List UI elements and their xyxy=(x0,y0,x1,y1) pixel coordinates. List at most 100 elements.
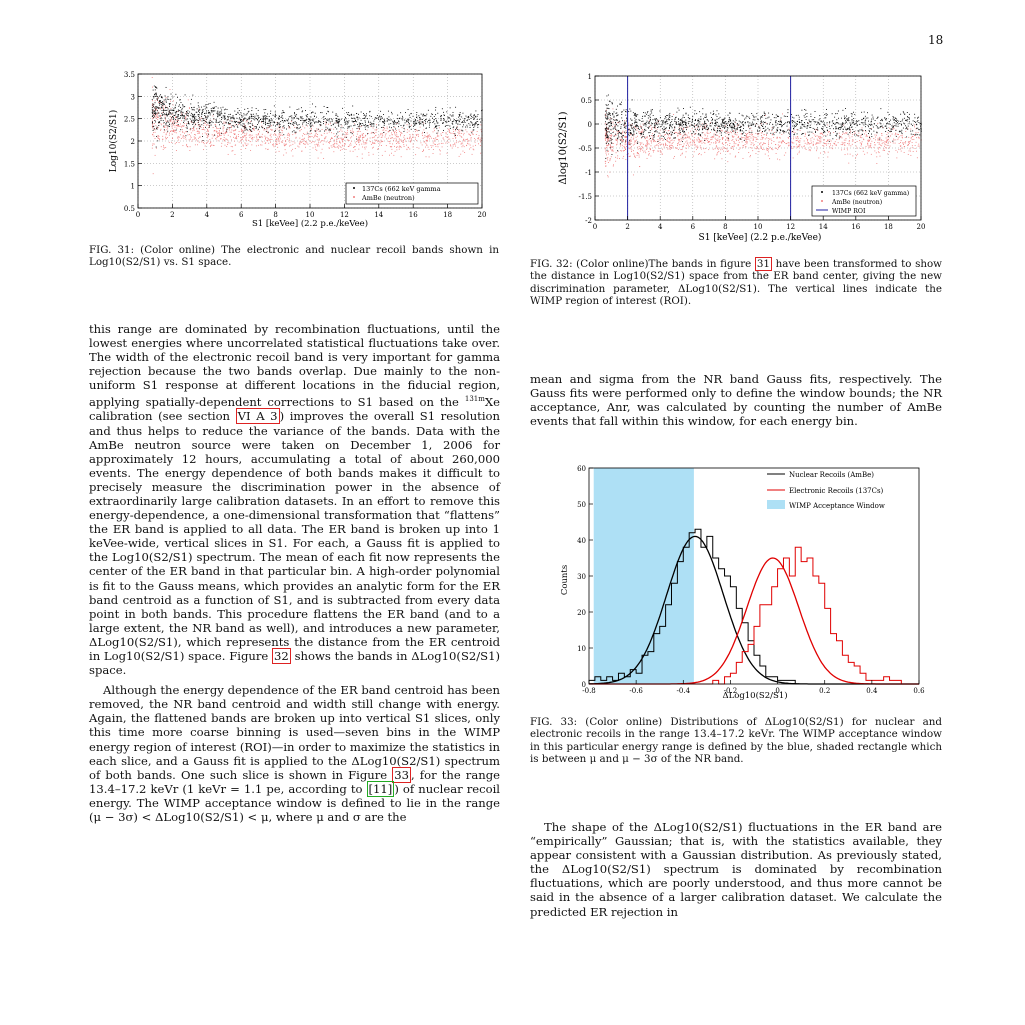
fig31-point xyxy=(359,139,361,141)
fig32-point xyxy=(910,137,912,139)
fig31-point xyxy=(439,153,441,155)
fig31-point xyxy=(276,144,278,145)
fig31-point xyxy=(355,120,356,122)
fig31-point xyxy=(283,154,285,156)
fig32-point xyxy=(619,138,621,140)
fig31-point xyxy=(328,131,330,133)
fig31-point xyxy=(163,102,165,104)
fig31-point xyxy=(188,115,189,117)
fig32-point xyxy=(810,127,812,128)
fig31-point xyxy=(406,131,408,133)
fig32-point xyxy=(747,133,749,134)
fig31-point xyxy=(274,122,275,124)
fig31-point xyxy=(414,131,416,133)
fig32-point xyxy=(766,137,768,139)
fig32-point xyxy=(880,120,882,121)
fig32-point xyxy=(713,130,715,131)
fig31-scatter-chart: 0 2 4 6 8 10 12 14 16 18 200.511.522.533.5 137Cs (… xyxy=(108,71,486,229)
fig31-point xyxy=(191,140,193,142)
fig32-point xyxy=(795,136,797,138)
fig31-point xyxy=(437,122,439,124)
fig31-point xyxy=(358,142,360,143)
fig31-point xyxy=(365,115,367,117)
fig32-point xyxy=(691,119,693,121)
fig31-point xyxy=(416,147,418,148)
fig31-point xyxy=(260,121,262,123)
fig32-point xyxy=(847,128,849,130)
fig32-point xyxy=(691,134,693,135)
fig32-point xyxy=(714,148,716,150)
fig32-point xyxy=(849,153,851,155)
fig31-point xyxy=(156,135,158,137)
fig31-point xyxy=(250,141,252,143)
fig32-point xyxy=(894,125,896,127)
fig32-point xyxy=(798,150,800,152)
fig32-point xyxy=(715,139,717,140)
fig32-point xyxy=(636,139,638,141)
fig32-point xyxy=(624,141,626,143)
fig31-point xyxy=(333,143,335,145)
fig32-point xyxy=(899,141,901,143)
fig32-point xyxy=(652,137,653,139)
fig31-point xyxy=(384,134,386,136)
fig31-point xyxy=(401,115,403,117)
fig32-point xyxy=(867,124,869,126)
fig31-point xyxy=(288,125,289,127)
fig31-point xyxy=(231,121,233,123)
fig32-point xyxy=(744,135,746,136)
fig31-point xyxy=(233,126,235,128)
fig31-point xyxy=(190,114,192,116)
fig32-point xyxy=(871,124,873,126)
fig31-point xyxy=(477,121,479,122)
fig31-point xyxy=(251,138,253,140)
fig31-point xyxy=(397,114,399,116)
fig32-point xyxy=(721,158,723,160)
fig32-point xyxy=(796,145,798,147)
fig32-point xyxy=(688,146,690,147)
fig32-point xyxy=(865,131,867,133)
fig32-point xyxy=(767,155,769,157)
fig31-point xyxy=(219,124,220,126)
fig31-point xyxy=(199,125,201,127)
fig31-point xyxy=(314,121,316,123)
fig32-point xyxy=(636,152,638,154)
fig32-point xyxy=(697,119,699,121)
fig31-point xyxy=(339,137,341,139)
fig32-point xyxy=(810,140,812,142)
fig31-point xyxy=(455,137,457,139)
fig31-point xyxy=(175,102,177,104)
fig31-point xyxy=(359,139,361,141)
fig31-point xyxy=(240,137,241,139)
fig31-point xyxy=(156,95,158,97)
fig32-point xyxy=(725,147,727,149)
fig32-point xyxy=(731,122,733,124)
fig32-point xyxy=(662,139,664,141)
fig31-point xyxy=(153,95,155,97)
fig32-point xyxy=(836,119,838,121)
fig31-point xyxy=(348,127,350,129)
fig32-point xyxy=(764,143,766,144)
fig31-point xyxy=(166,120,168,122)
fig31-point xyxy=(156,106,158,108)
fig32-point xyxy=(887,143,889,145)
fig31-point xyxy=(351,120,353,122)
fig31-point xyxy=(174,106,176,108)
fig31-point xyxy=(279,127,280,128)
fig31-point xyxy=(183,116,185,118)
fig32-point xyxy=(675,147,676,149)
fig32-point xyxy=(727,144,728,146)
fig31-point xyxy=(353,114,355,116)
fig32-point xyxy=(889,145,891,147)
fig31-point xyxy=(297,124,299,126)
fig31-point xyxy=(365,146,367,148)
fig31-point xyxy=(310,116,312,118)
fig32-point xyxy=(747,121,749,123)
fig32-point xyxy=(691,124,693,126)
fig32-point xyxy=(662,153,663,155)
fig31-point xyxy=(233,130,235,132)
fig31-point xyxy=(396,149,398,151)
fig32-point xyxy=(900,140,902,142)
fig31-point xyxy=(301,116,303,118)
fig32-point xyxy=(840,144,842,146)
fig32-point xyxy=(627,153,629,155)
